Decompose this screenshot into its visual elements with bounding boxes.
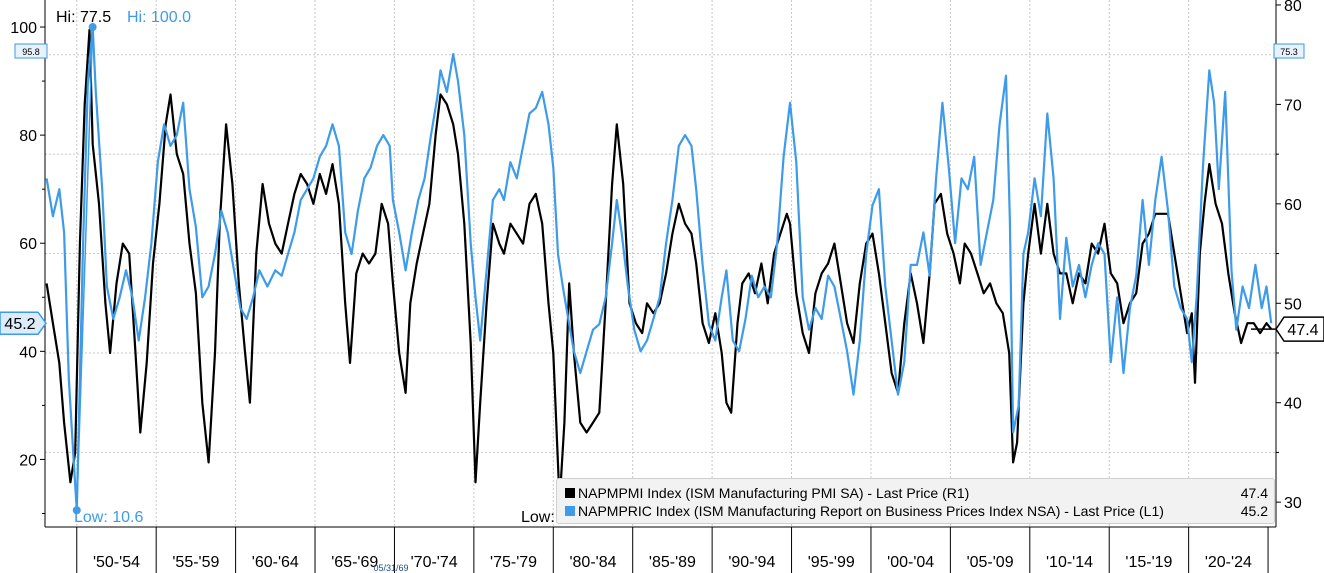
x-tick-label: '05-'09 xyxy=(967,554,1014,571)
right-tick-label: 80 xyxy=(1284,0,1302,15)
last-left-callout xyxy=(0,311,47,335)
right-tick-label: 30 xyxy=(1284,495,1302,512)
x-tick-label: '75-'79 xyxy=(490,554,537,571)
x-tick-label: '50-'54 xyxy=(93,554,140,571)
right-marker-box xyxy=(1273,43,1305,59)
pmi-series-line xyxy=(45,28,1273,504)
last-right-value: 47.4 xyxy=(1287,322,1318,339)
prices-hi-label: Hi: 100.0 xyxy=(127,9,191,26)
series-layer xyxy=(45,25,1273,512)
left-marker-box xyxy=(14,43,48,59)
legend: NAPMPMI Index (ISM Manufacturing PMI SA)… xyxy=(556,478,1275,524)
pmi-hi-label: Hi: 77.5 xyxy=(56,9,111,26)
legend-label-pmi: NAPMPMI Index (ISM Manufacturing PMI SA)… xyxy=(578,485,970,501)
legend-value-pmi: 47.4 xyxy=(1240,485,1268,501)
x-tick-label: '15-'19 xyxy=(1125,554,1172,571)
left-tick-label: 40 xyxy=(19,344,37,361)
x-tick-label: '80-'84 xyxy=(569,554,616,571)
right-marker-label: 75.3 xyxy=(1280,47,1298,57)
last-right-callout xyxy=(1275,316,1324,342)
x-tick-label: '60-'64 xyxy=(252,554,299,571)
grid xyxy=(45,0,1276,527)
right-tick-label: 40 xyxy=(1284,396,1302,413)
x-tick-label: '20-'24 xyxy=(1205,554,1252,571)
left-tick-label: 20 xyxy=(19,452,37,469)
right-tick-label: 50 xyxy=(1284,296,1302,313)
left-tick-label: 80 xyxy=(19,128,37,145)
legend-row-pmi: NAPMPMI Index (ISM Manufacturing PMI SA)… xyxy=(565,484,1268,502)
prices-range-connector xyxy=(76,27,94,511)
legend-label-prices: NAPMPRIC Index (ISM Manufacturing Report… xyxy=(578,503,1164,519)
x-tick-label: '10-'14 xyxy=(1046,554,1093,571)
x-tick-label: '90-'94 xyxy=(728,554,775,571)
prices-hi-dot xyxy=(88,23,97,32)
legend-value-prices: 45.2 xyxy=(1240,503,1268,519)
x-tick-label: '00-'04 xyxy=(887,554,934,571)
legend-swatch-pmi xyxy=(565,488,575,498)
left-marker-label: 95.8 xyxy=(22,47,40,57)
x-tick-label: '65-'69 xyxy=(331,554,378,571)
date-marker-label: 05/31/69 xyxy=(373,563,408,573)
prices-low-dot xyxy=(72,506,81,515)
legend-swatch-prices xyxy=(565,506,575,516)
prices-series-line xyxy=(45,25,1273,512)
right-tick-label: 70 xyxy=(1284,97,1302,114)
x-tick-label: '55-'59 xyxy=(172,554,219,571)
right-tick-label: 60 xyxy=(1284,197,1302,214)
left-tick-label: 60 xyxy=(19,236,37,253)
legend-row-prices: NAPMPRIC Index (ISM Manufacturing Report… xyxy=(565,502,1268,520)
x-tick-label: '85-'89 xyxy=(649,554,696,571)
left-tick-label: 100 xyxy=(10,20,37,37)
x-tick-label: '95-'99 xyxy=(808,554,855,571)
x-tick-label: '70-'74 xyxy=(411,554,458,571)
last-left-value: 45.2 xyxy=(4,316,35,333)
axes xyxy=(40,0,1281,573)
prices-low-label: Low: 10.6 xyxy=(74,509,143,526)
